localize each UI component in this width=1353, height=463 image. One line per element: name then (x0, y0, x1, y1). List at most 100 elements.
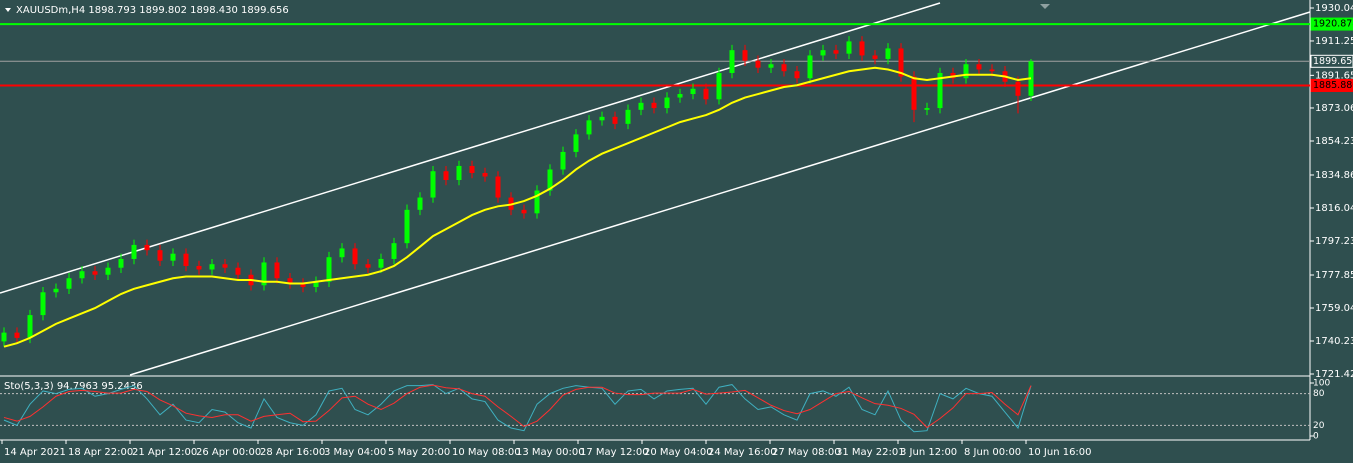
candle-body (209, 264, 215, 270)
candle-body (716, 72, 722, 100)
x-tick-label: 10 May 08:00 (452, 447, 521, 458)
candle-body (131, 244, 137, 259)
candle-body (521, 209, 527, 214)
candle-body (807, 55, 813, 79)
price-level-label: 1885.880 (1313, 80, 1353, 91)
y-tick-label: 1873.060 (1315, 103, 1353, 114)
candle-body (963, 64, 969, 79)
candle-body (846, 41, 852, 54)
candle-body (768, 64, 774, 68)
chart-header: XAUUSDm,H4 1898.793 1899.802 1898.430 18… (16, 5, 289, 16)
candle-body (300, 283, 306, 288)
candle-body (274, 262, 280, 279)
candle-body (651, 102, 657, 109)
stoch-tick-label: 20 (1313, 421, 1325, 431)
price-level-tag (1310, 54, 1353, 68)
candle-body (170, 253, 176, 261)
x-tick-label: 20 May 04:00 (644, 447, 713, 458)
candle-body (586, 120, 592, 135)
candle-body (781, 64, 787, 72)
candle-body (625, 109, 631, 124)
candle-body (1, 332, 7, 342)
stoch-line (3, 384, 1032, 429)
price-level-tag (1310, 17, 1353, 31)
candle-body (157, 250, 163, 261)
candle-body (1015, 81, 1021, 96)
candle-body (27, 315, 33, 338)
candle-body (417, 197, 423, 210)
x-tick-label: 21 Apr 12:00 (132, 447, 197, 458)
candle-body (703, 88, 709, 100)
price-level-label: 1899.656 (1313, 56, 1353, 67)
candle-body (911, 76, 917, 110)
x-tick-label: 5 May 20:00 (388, 447, 450, 458)
candle-body (443, 171, 449, 180)
x-tick-label: 18 Apr 22:00 (68, 447, 133, 458)
candle-body (196, 265, 202, 270)
indicator-title: Sto(5,3,3) 94.7963 95.2436 (4, 381, 143, 392)
candle-body (573, 134, 579, 152)
candle-body (534, 190, 540, 214)
candle-body (794, 71, 800, 79)
candle-body (742, 50, 748, 61)
candle-body (885, 48, 891, 59)
y-tick-label: 1854.230 (1315, 136, 1353, 147)
candle-body (638, 102, 644, 110)
x-tick-label: 10 Jun 16:00 (1028, 447, 1092, 458)
candle-body (352, 248, 358, 265)
candle-body (599, 116, 605, 121)
candle-body (313, 281, 319, 288)
candle-body (495, 176, 501, 198)
candle-body (859, 41, 865, 56)
x-tick-label: 17 May 12:00 (580, 447, 649, 458)
candle-body (66, 278, 72, 289)
x-tick-label: 13 May 00:00 (516, 447, 585, 458)
candle-body (456, 165, 462, 180)
candle-body (287, 278, 293, 284)
candle-body (183, 253, 189, 266)
candle-body (937, 72, 943, 109)
candle-body (924, 108, 930, 110)
moving-average (3, 66, 1032, 348)
candle-body (222, 264, 228, 268)
candle-body (755, 60, 761, 68)
stoch-tick-label: 0 (1313, 432, 1319, 442)
candle-body (677, 94, 683, 98)
candle-body (820, 50, 826, 56)
y-tick-label: 1740.230 (1315, 336, 1353, 347)
candle-body (872, 55, 878, 59)
x-tick-label: 24 May 16:00 (708, 447, 777, 458)
candle-body (118, 258, 124, 268)
x-tick-label: 27 May 08:00 (772, 447, 841, 458)
candle-body (105, 267, 111, 275)
candle-body (339, 248, 345, 258)
price-level-tag (1310, 78, 1353, 92)
y-tick-label: 1777.850 (1315, 270, 1353, 281)
candle-body (378, 258, 384, 268)
channel-lower (129, 11, 1311, 376)
candle-body (833, 50, 839, 54)
x-tick-label: 14 Apr 2021 (4, 447, 66, 458)
candle-body (144, 244, 150, 251)
stoch-tick-label: 80 (1313, 389, 1325, 399)
y-tick-label: 1930.040 (1315, 3, 1353, 14)
candle-body (391, 243, 397, 259)
candle-body (482, 172, 488, 177)
candle-body (326, 257, 332, 282)
price-level-label: 1920.878 (1313, 19, 1353, 30)
candle-body (898, 48, 904, 77)
candle-body (261, 262, 267, 286)
shift-marker (1040, 4, 1050, 9)
candle-body (53, 288, 59, 293)
candle-body (690, 88, 696, 95)
y-tick-label: 1816.040 (1315, 203, 1353, 214)
candle-body (989, 69, 995, 72)
y-tick-label: 1911.250 (1315, 36, 1353, 47)
y-tick-label: 1721.420 (1315, 369, 1353, 380)
candle-body (547, 169, 553, 191)
candle-body (235, 267, 241, 275)
candle-body (469, 165, 475, 173)
candle-body (664, 97, 670, 109)
